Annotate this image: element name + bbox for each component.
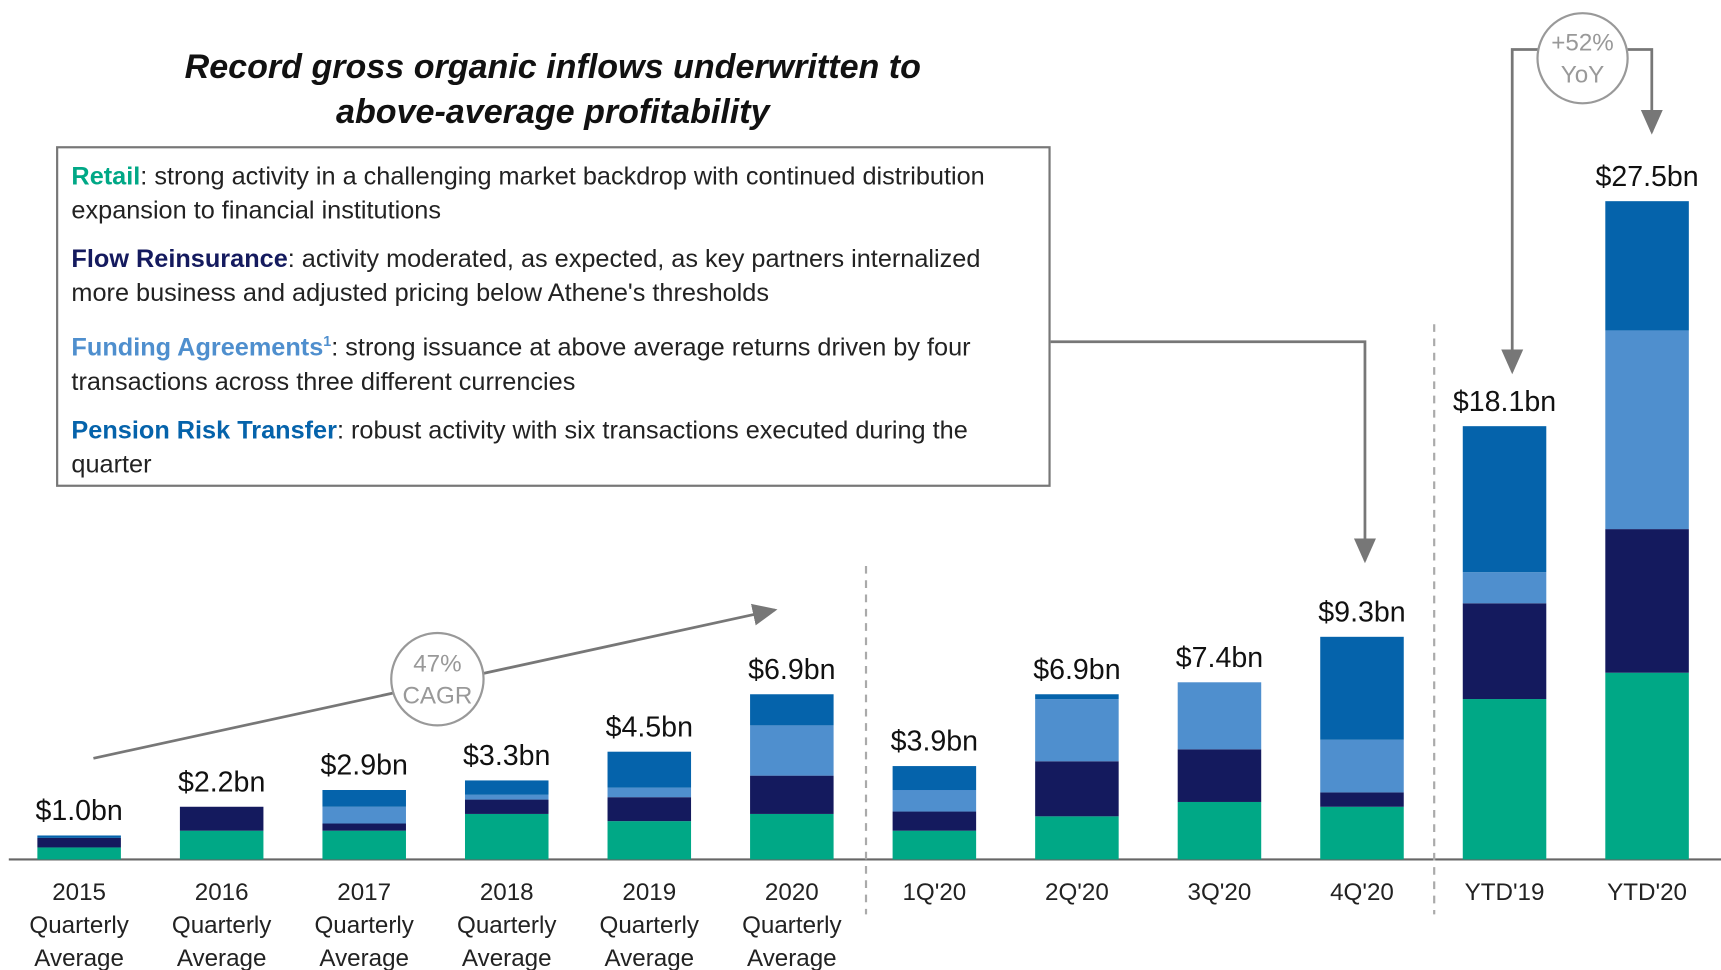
description-text: : robust activity with six transactions … xyxy=(71,415,968,478)
total-label: $3.3bn xyxy=(463,740,550,772)
x-tick-label: YTD'20 xyxy=(1607,878,1687,906)
total-label: $2.9bn xyxy=(321,750,408,782)
bar-segment xyxy=(607,787,692,798)
description: Funding Agreements1: strong issuance at … xyxy=(71,324,1035,398)
bar-segment xyxy=(322,830,406,860)
footnote-mark: 1 xyxy=(323,332,332,350)
bar-segment xyxy=(464,780,549,795)
annotation: +52% YoY xyxy=(1551,28,1614,88)
bar-segment xyxy=(607,751,692,788)
bar-segment xyxy=(464,813,549,860)
x-tick-label: 2019 Quarterly Average xyxy=(599,878,699,970)
annotation: 47% CAGR xyxy=(402,649,473,709)
bar-segment xyxy=(322,790,406,807)
bar-segment xyxy=(1035,699,1119,762)
bar-segment xyxy=(1605,330,1689,530)
total-label: $6.9bn xyxy=(1033,654,1120,686)
bar-segment xyxy=(750,694,834,726)
bar-segment xyxy=(179,830,264,860)
total-label: $2.2bn xyxy=(178,766,265,798)
description-text: : strong activity in a challenging marke… xyxy=(71,161,985,225)
x-tick-label: 2Q'20 xyxy=(1045,878,1109,906)
total-label: $27.5bn xyxy=(1595,161,1698,193)
bar-segment xyxy=(179,806,264,831)
bar-segment xyxy=(1462,699,1547,860)
total-label: $4.5bn xyxy=(606,711,693,743)
bar-segment xyxy=(322,823,406,831)
bar-segment xyxy=(1177,749,1262,802)
bar-segment xyxy=(607,797,692,822)
bar-segment xyxy=(37,847,121,860)
bar-segment xyxy=(892,830,977,860)
x-tick-label: 1Q'20 xyxy=(902,878,967,906)
description: Flow Reinsurance: activity moderated, as… xyxy=(71,242,1035,310)
title: Record gross organic inflows underwritte… xyxy=(184,47,921,131)
description: Retail: strong activity in a challenging… xyxy=(71,159,1035,227)
bar-segment xyxy=(750,813,834,860)
x-tick-label: 2018 Quarterly Average xyxy=(457,878,557,970)
bar-segment xyxy=(1462,426,1547,573)
x-tick-label: 2016 Quarterly Average xyxy=(171,878,272,970)
bar-segment xyxy=(892,811,977,831)
bar-segment xyxy=(1035,694,1119,700)
bar-segment xyxy=(1605,201,1689,331)
bar-segment xyxy=(37,837,121,848)
description-text: : strong issuance at above average retur… xyxy=(71,332,971,396)
x-tick-label: YTD'19 xyxy=(1464,878,1545,906)
bar-segment xyxy=(322,806,406,824)
bar-segment xyxy=(464,794,549,800)
x-tick-label: 2017 Quarterly Average xyxy=(314,878,414,970)
connector xyxy=(1047,340,1376,564)
total-label: $1.0bn xyxy=(35,795,122,827)
series-name: Retail xyxy=(71,161,141,191)
yoy-arrow xyxy=(1627,48,1663,135)
x-tick-label: 4Q'20 xyxy=(1330,878,1394,906)
series-name: Flow Reinsurance xyxy=(71,243,288,273)
bar-segment xyxy=(1462,603,1547,700)
yoy-arrow xyxy=(1501,48,1539,375)
total-label: $3.9bn xyxy=(891,726,978,758)
description: Pension Risk Transfer: robust activity w… xyxy=(71,413,1035,481)
bar-segment xyxy=(1320,636,1404,740)
bar-segment xyxy=(1320,739,1404,793)
bar-segment xyxy=(607,821,692,860)
bar-segment xyxy=(1320,806,1404,860)
description-box: Retail: strong activity in a challenging… xyxy=(56,146,1051,487)
total-label: $18.1bn xyxy=(1453,386,1556,418)
bar-segment xyxy=(1035,761,1119,817)
bar-segment xyxy=(1320,792,1404,807)
bar-segment xyxy=(464,799,549,814)
bar-segment xyxy=(750,725,834,776)
series-name: Funding Agreements xyxy=(71,332,324,362)
bar-segment xyxy=(892,790,977,812)
total-label: $7.4bn xyxy=(1176,642,1263,674)
bar-segment xyxy=(892,766,977,791)
bar-segment xyxy=(1177,801,1262,860)
bar-segment xyxy=(1462,572,1547,604)
x-tick-label: 2015 Quarterly Average xyxy=(29,878,129,970)
total-label: $6.9bn xyxy=(748,654,835,686)
description-text: : activity moderated, as expected, as ke… xyxy=(71,243,981,307)
bar-segment xyxy=(1035,816,1119,860)
cagr-circle xyxy=(390,631,485,727)
series-name: Pension Risk Transfer xyxy=(71,415,337,444)
x-tick-label: 2020 Quarterly Average xyxy=(742,878,842,970)
total-label: $9.3bn xyxy=(1318,596,1405,628)
bar-segment xyxy=(1605,529,1689,673)
bar-segment xyxy=(37,835,121,838)
bar-segment xyxy=(1177,682,1262,750)
bar-segment xyxy=(750,775,834,814)
x-tick-label: 3Q'20 xyxy=(1187,878,1252,906)
bar-segment xyxy=(1605,672,1689,860)
yoy-circle xyxy=(1536,12,1629,105)
